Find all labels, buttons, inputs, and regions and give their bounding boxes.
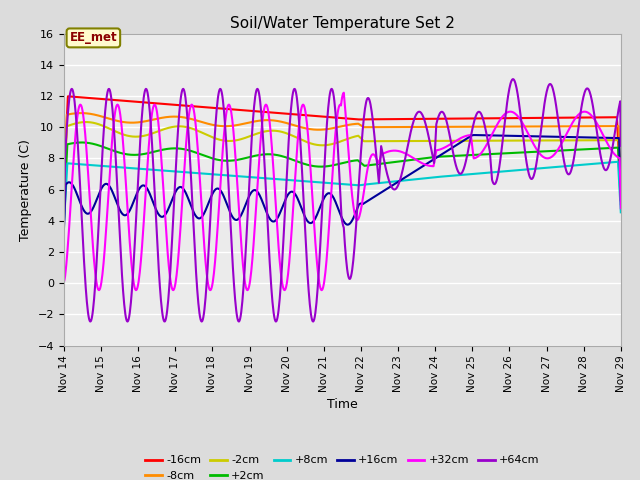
-8cm: [306, 126, 314, 132]
+16cm: [470, 132, 478, 138]
+32cm: [495, 118, 503, 124]
+32cm: [244, 288, 252, 293]
+2cm: [505, 150, 513, 156]
-16cm: [505, 115, 513, 121]
-2cm: [306, 140, 314, 146]
+64cm: [117, 253, 125, 259]
+32cm: [617, 205, 625, 211]
-8cm: [495, 124, 502, 130]
-16cm: [60, 180, 68, 186]
+16cm: [117, 209, 125, 215]
+16cm: [285, 190, 293, 196]
+8cm: [117, 165, 125, 170]
+32cm: [286, 253, 294, 259]
Line: +2cm: +2cm: [64, 143, 621, 214]
Line: -2cm: -2cm: [64, 122, 621, 205]
+64cm: [495, 168, 502, 173]
+8cm: [617, 209, 625, 215]
+32cm: [444, 143, 451, 149]
-8cm: [118, 119, 125, 125]
Line: -8cm: -8cm: [64, 113, 621, 199]
-8cm: [505, 124, 513, 130]
+8cm: [285, 177, 293, 183]
-2cm: [82, 119, 90, 125]
+2cm: [118, 150, 125, 156]
Line: +64cm: +64cm: [64, 79, 621, 322]
-8cm: [617, 186, 625, 192]
-2cm: [617, 194, 625, 200]
-2cm: [118, 131, 125, 137]
+8cm: [305, 179, 313, 184]
+64cm: [60, 221, 68, 227]
Line: +16cm: +16cm: [64, 135, 621, 228]
-8cm: [443, 124, 451, 130]
+16cm: [60, 225, 68, 230]
Line: -16cm: -16cm: [64, 96, 621, 195]
-16cm: [495, 115, 502, 121]
-16cm: [286, 111, 294, 117]
-16cm: [64, 94, 72, 99]
-16cm: [443, 116, 451, 121]
+16cm: [305, 220, 313, 226]
+8cm: [504, 168, 512, 174]
-8cm: [77, 110, 84, 116]
Y-axis label: Temperature (C): Temperature (C): [19, 139, 32, 240]
+64cm: [198, 319, 205, 324]
+64cm: [505, 89, 513, 95]
+8cm: [614, 159, 622, 165]
+32cm: [306, 156, 314, 161]
-2cm: [443, 138, 451, 144]
+32cm: [506, 109, 513, 115]
Line: +32cm: +32cm: [64, 93, 621, 290]
+32cm: [340, 90, 348, 96]
+32cm: [117, 116, 125, 122]
X-axis label: Time: Time: [327, 397, 358, 410]
-16cm: [306, 113, 314, 119]
-8cm: [60, 196, 68, 202]
+8cm: [494, 169, 502, 175]
Line: +8cm: +8cm: [64, 162, 621, 223]
+64cm: [509, 76, 517, 82]
+8cm: [60, 220, 68, 226]
+2cm: [617, 201, 625, 207]
+32cm: [60, 279, 68, 285]
+16cm: [495, 132, 502, 138]
-2cm: [60, 202, 68, 208]
Title: Soil/Water Temperature Set 2: Soil/Water Temperature Set 2: [230, 16, 455, 31]
-8cm: [286, 121, 294, 127]
+16cm: [442, 148, 450, 154]
-16cm: [118, 98, 125, 104]
+16cm: [617, 197, 625, 203]
-2cm: [505, 138, 513, 144]
+64cm: [286, 122, 294, 128]
+2cm: [443, 154, 451, 159]
Text: EE_met: EE_met: [70, 31, 117, 44]
+16cm: [505, 133, 513, 139]
+2cm: [286, 156, 294, 162]
+2cm: [495, 151, 502, 156]
+64cm: [306, 301, 314, 307]
-16cm: [617, 192, 625, 198]
-2cm: [286, 132, 294, 137]
-2cm: [495, 138, 502, 144]
+2cm: [60, 211, 68, 217]
+64cm: [617, 143, 625, 149]
Legend: -16cm, -8cm, -2cm, +2cm, +8cm, +16cm, +32cm, +64cm: -16cm, -8cm, -2cm, +2cm, +8cm, +16cm, +3…: [141, 451, 544, 480]
+64cm: [443, 120, 451, 125]
+2cm: [78, 140, 86, 145]
+8cm: [442, 173, 450, 179]
+2cm: [306, 163, 314, 168]
